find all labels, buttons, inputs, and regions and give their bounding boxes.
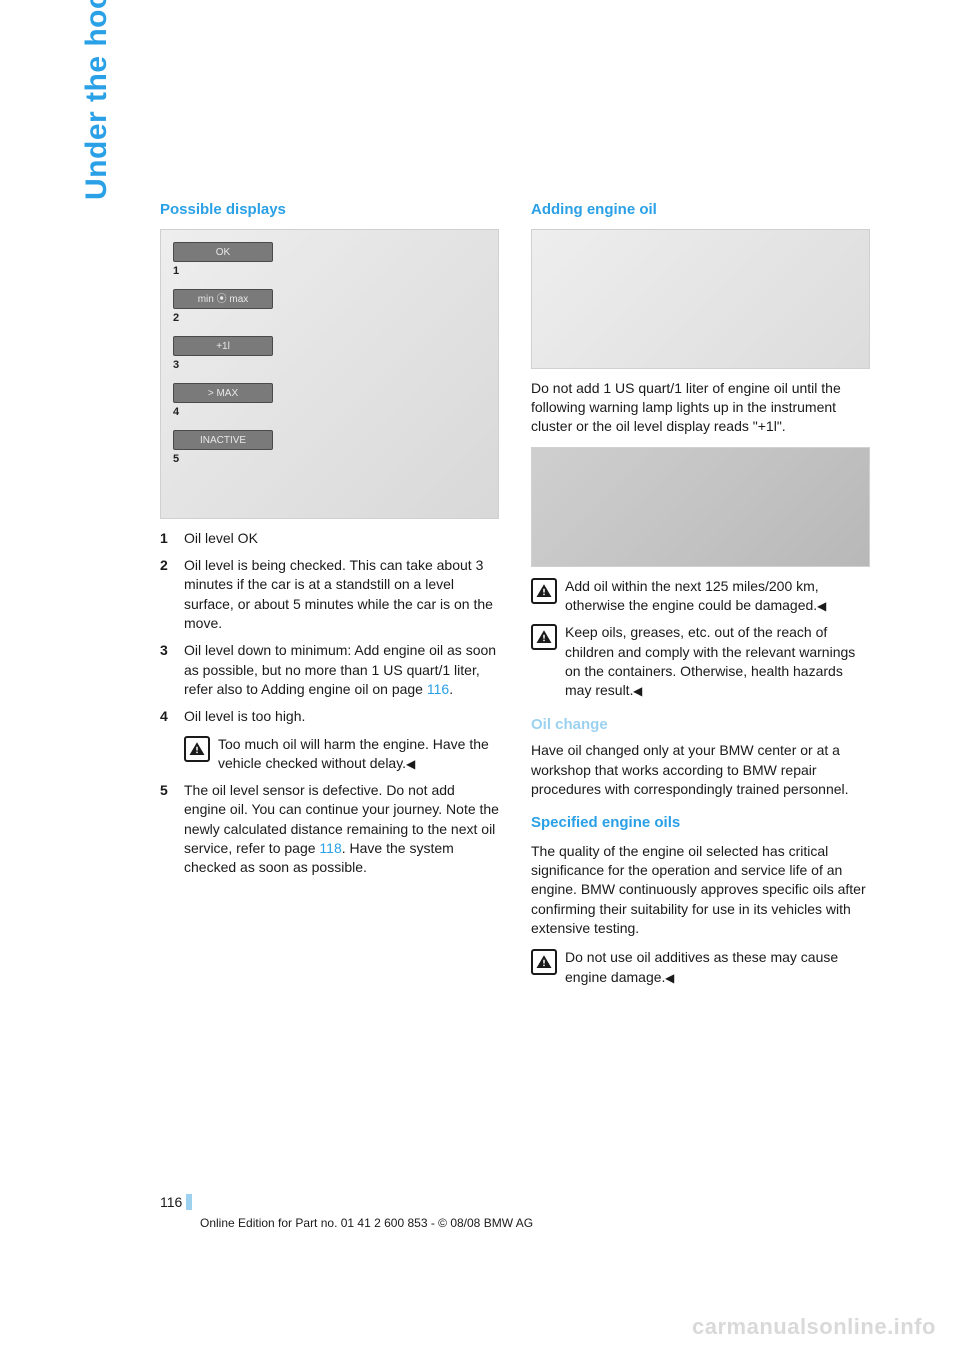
para-oil-change: Have oil changed only at your BMW center… [531, 741, 870, 799]
warning-no-additives: Do not use oil additives as these may ca… [531, 948, 870, 987]
list-item-1: 1 Oil level OK [160, 529, 499, 548]
list-num: 4 [160, 707, 184, 726]
warning-text: Add oil within the next 125 miles/200 km… [565, 577, 870, 616]
figure-instrument-cluster [531, 447, 870, 567]
warning-keep-away-children: Keep oils, greases, etc. out of the reac… [531, 623, 870, 700]
list-item-3: 3 Oil level down to minimum: Add engine … [160, 641, 499, 699]
end-marker-icon: ▶ [406, 756, 415, 773]
list-num: 1 [160, 529, 184, 548]
right-column: Adding engine oil Do not add 1 US quart/… [531, 200, 870, 995]
warning-body: Add oil within the next 125 miles/200 km… [565, 578, 819, 613]
gauge-num-3: 3 [173, 358, 283, 373]
page-link-116[interactable]: 116 [427, 681, 449, 697]
list-item-4: 4 Oil level is too high. [160, 707, 499, 726]
list-num: 5 [160, 781, 184, 878]
watermark: carmanualsonline.info [692, 1314, 936, 1340]
list-text: Oil level OK [184, 529, 499, 548]
gauge-num-2: 2 [173, 311, 283, 326]
gauge-num-1: 1 [173, 264, 283, 279]
gauge-plus1l: +1l [173, 336, 273, 356]
page-link-118[interactable]: 118 [319, 840, 341, 856]
warning-add-oil-distance: Add oil within the next 125 miles/200 km… [531, 577, 870, 616]
content-area: Possible displays OK 1 min ⦿ max 2 +1l 3 > … [160, 200, 870, 995]
footer-line: Online Edition for Part no. 01 41 2 600 … [200, 1216, 533, 1230]
para-do-not-add: Do not add 1 US quart/1 liter of engine … [531, 379, 870, 437]
warning-too-much-oil: Too much oil will harm the engine. Have … [184, 735, 499, 774]
left-column: Possible displays OK 1 min ⦿ max 2 +1l 3 > … [160, 200, 499, 995]
warning-icon [531, 624, 557, 650]
page-number-bar-icon [186, 1194, 192, 1210]
list-text: Oil level is being checked. This can tak… [184, 556, 499, 633]
warning-icon [531, 578, 557, 604]
figure-oil-level-displays: OK 1 min ⦿ max 2 +1l 3 > MAX 4 INACTIVE 5 [160, 229, 499, 519]
gauge-ok: OK [173, 242, 273, 262]
section-tab: Under the hood [80, 0, 114, 200]
gauge-inactive: INACTIVE [173, 430, 273, 450]
list-item-5: 5 The oil level sensor is defective. Do … [160, 781, 499, 878]
list-text: Oil level down to minimum: Add engine oi… [184, 641, 499, 699]
heading-oil-change: Oil change [531, 715, 870, 736]
page-number-value: 116 [160, 1194, 182, 1210]
heading-adding-oil: Adding engine oil [531, 200, 870, 221]
list-item-2: 2 Oil level is being checked. This can t… [160, 556, 499, 633]
text-post: . [449, 681, 453, 697]
heading-possible-displays: Possible displays [160, 200, 499, 221]
gauge-num-5: 5 [173, 452, 283, 467]
gauge-max: > MAX [173, 383, 273, 403]
list-text: Oil level is too high. [184, 707, 499, 726]
page: Under the hood Possible displays OK 1 min… [0, 0, 960, 1358]
warning-icon [531, 949, 557, 975]
warning-text: Too much oil will harm the engine. Have … [218, 735, 499, 774]
warning-body: Too much oil will harm the engine. Have … [218, 736, 489, 771]
end-marker-icon: ▶ [633, 683, 642, 700]
gauge-minmax: min ⦿ max [173, 289, 273, 309]
warning-text: Do not use oil additives as these may ca… [565, 948, 870, 987]
warning-text: Keep oils, greases, etc. out of the reac… [565, 623, 870, 700]
figure-oil-filler-cap [531, 229, 870, 369]
para-specified-oils: The quality of the engine oil selected h… [531, 842, 870, 939]
list-num: 3 [160, 641, 184, 699]
warning-body: Do not use oil additives as these may ca… [565, 949, 838, 984]
gauge-stack: OK 1 min ⦿ max 2 +1l 3 > MAX 4 INACTIVE 5 [173, 242, 283, 478]
warning-body: Keep oils, greases, etc. out of the reac… [565, 624, 855, 698]
end-marker-icon: ▶ [817, 598, 826, 615]
list-num: 2 [160, 556, 184, 633]
heading-specified-oils: Specified engine oils [531, 813, 870, 834]
warning-icon [184, 736, 210, 762]
list-text: The oil level sensor is defective. Do no… [184, 781, 499, 878]
end-marker-icon: ▶ [665, 970, 674, 987]
page-number: 116 [160, 1194, 192, 1210]
gauge-num-4: 4 [173, 405, 283, 420]
